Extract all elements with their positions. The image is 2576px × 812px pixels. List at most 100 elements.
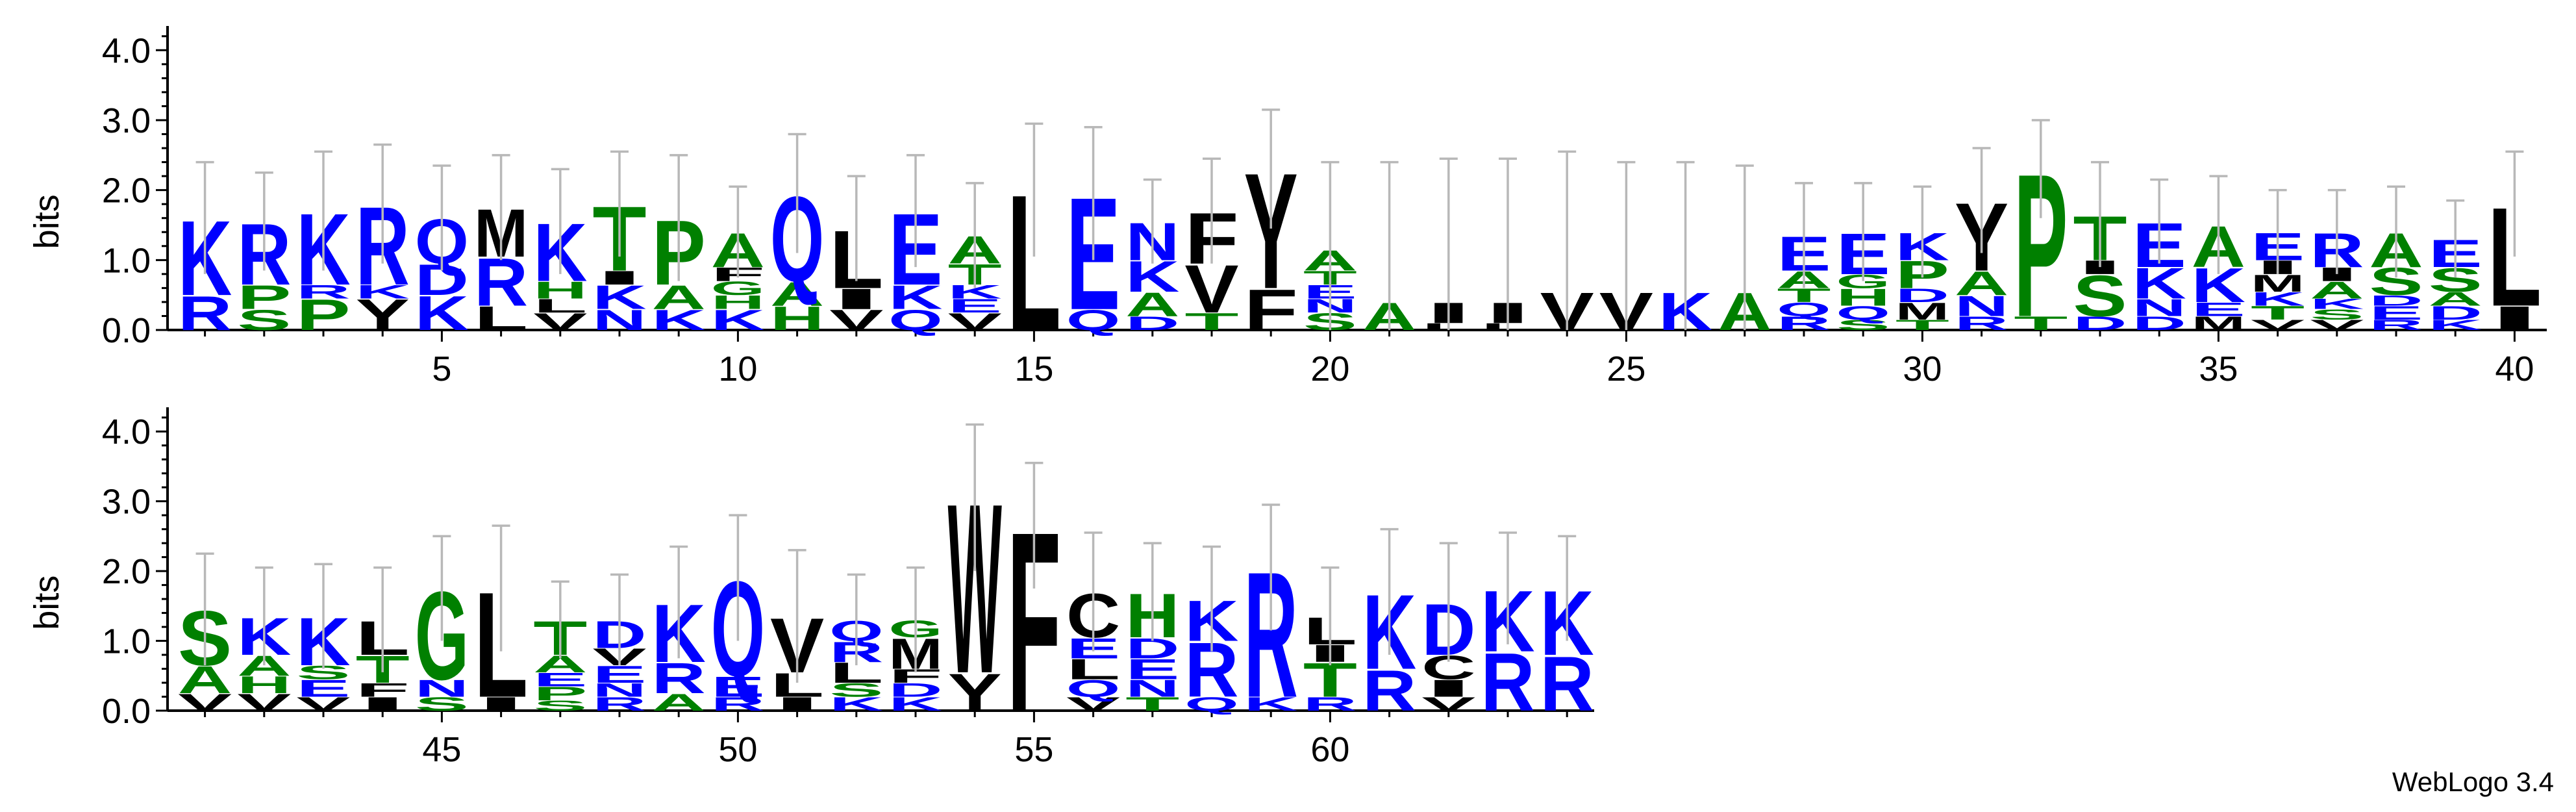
- logo-letter-K: K: [356, 281, 410, 303]
- logo-letter-R: R: [296, 281, 350, 303]
- y-tick-label: 3.0: [102, 483, 151, 522]
- logo-letter-R: R: [1777, 312, 1831, 334]
- logo-letter-T: T: [2251, 302, 2305, 324]
- logo-letter-V: V: [1066, 693, 1120, 715]
- logo-letter-A: A: [1125, 286, 1179, 324]
- logo-letter-E: E: [948, 295, 1002, 316]
- logo-letter-H: H: [711, 292, 765, 313]
- x-tick-label: 5: [432, 349, 451, 388]
- logo-letter-S: S: [415, 693, 469, 715]
- logo-letter-S: S: [237, 304, 291, 336]
- logo-letter-N: N: [592, 679, 646, 701]
- logo-letter-K: K: [2251, 288, 2305, 310]
- logo-letter-A: A: [652, 689, 706, 716]
- logo-letter-M: M: [2192, 312, 2245, 334]
- x-tick-label: 20: [1310, 349, 1349, 388]
- y-tick-label: 4.0: [102, 412, 151, 451]
- logo-letter-H: H: [237, 671, 291, 698]
- logo-letter-R: R: [1540, 641, 1594, 728]
- logo-letter-K: K: [711, 304, 765, 336]
- logo-letter-A: A: [652, 279, 706, 316]
- logo-letter-E: E: [533, 669, 587, 691]
- logo-letter-A: A: [1955, 265, 2008, 303]
- x-tick-label: 30: [1903, 349, 1942, 388]
- logo-letter-L: L: [1066, 653, 1120, 685]
- logo-letter-Q: Q: [1066, 675, 1120, 702]
- x-tick-label: 25: [1607, 349, 1645, 388]
- logo-letter-S: S: [1836, 317, 1890, 333]
- logo-letter-T: T: [2014, 312, 2068, 334]
- logo-letter-A: A: [2310, 277, 2364, 304]
- logo-letter-M: M: [2251, 270, 2305, 297]
- logo-letter-K: K: [2132, 260, 2186, 309]
- logo-letter-P: P: [237, 279, 291, 316]
- logo-letter-R: R: [592, 693, 646, 715]
- y-tick-label: 1.0: [102, 241, 151, 280]
- x-tick-label: 45: [422, 730, 461, 769]
- logo-letter-V: V: [178, 689, 232, 716]
- logo-letter-N: N: [2132, 294, 2186, 322]
- logo-letter-L: L: [533, 295, 587, 316]
- logo-letter-R: R: [711, 693, 765, 715]
- logo-letter-E: E: [296, 675, 350, 702]
- logo-letter-I: I: [770, 693, 824, 715]
- logo-letter-I: I: [592, 267, 646, 288]
- logo-letter-A: A: [2429, 288, 2482, 310]
- logo-letter-K: K: [829, 693, 883, 715]
- logo-letter-N: N: [1125, 675, 1179, 702]
- logo-letter-I: I: [356, 693, 410, 715]
- logo-letter-R: R: [1481, 637, 1534, 728]
- logo-letter-K: K: [592, 279, 646, 316]
- logo-letter-D: D: [888, 679, 942, 701]
- logo-letter-V: V: [1421, 693, 1475, 715]
- y-axis-label: bits: [27, 576, 66, 630]
- logo-letter-D: D: [1895, 285, 1949, 306]
- x-tick-label: 50: [718, 730, 757, 769]
- weblogo-credit: WebLogo 3.4: [2392, 767, 2554, 797]
- logo-letter-I: I: [2488, 299, 2542, 337]
- logo-letter-R: R: [1362, 659, 1416, 724]
- logo-letter-S: S: [533, 698, 587, 714]
- logo-letter-V: V: [533, 308, 587, 335]
- logo-letter-T: T: [1777, 285, 1831, 306]
- logo-letter-L: L: [474, 299, 528, 337]
- y-tick-label: 4.0: [102, 31, 151, 70]
- logo-letter-N: N: [592, 304, 646, 336]
- x-tick-label: 60: [1310, 730, 1349, 769]
- logo-letter-V: V: [296, 693, 350, 715]
- logo-letter-K: K: [1244, 693, 1298, 715]
- y-tick-label: 2.0: [102, 552, 151, 591]
- logo-letter-I: I: [829, 283, 883, 315]
- logo-letter-Q: Q: [1066, 304, 1120, 336]
- logo-letter-D: D: [2429, 302, 2482, 324]
- logo-letter-E: E: [711, 670, 765, 703]
- logo-letter-R: R: [178, 286, 232, 340]
- x-tick-label: 15: [1014, 349, 1053, 388]
- logo-letter-Q: Q: [1777, 299, 1831, 320]
- logo-letter-P: P: [296, 291, 350, 340]
- logo-letter-V: V: [948, 308, 1002, 335]
- logo-letter-K: K: [652, 304, 706, 336]
- logo-letter-E: E: [592, 661, 646, 688]
- logo-letter-K: K: [888, 279, 942, 316]
- logo-letter-R: R: [2369, 317, 2423, 333]
- logo-letter-I: I: [474, 693, 528, 715]
- logo-letter-H: H: [770, 299, 824, 337]
- logo-letter-K: K: [2429, 317, 2482, 333]
- logo-letter-E: E: [1125, 653, 1179, 685]
- logo-letter-V: V: [2310, 317, 2364, 333]
- logo-letter-V: V: [829, 304, 883, 336]
- logo-letter-V: V: [2251, 317, 2305, 333]
- logo-letter-E: E: [2369, 302, 2423, 324]
- logo-letter-N: N: [415, 675, 469, 702]
- logo-letter-R: R: [1303, 693, 1357, 715]
- logo-letter-V: V: [237, 689, 291, 716]
- y-tick-label: 3.0: [102, 101, 151, 140]
- x-tick-label: 55: [1014, 730, 1053, 769]
- logo-letter-A: A: [770, 275, 824, 313]
- logo-letter-K: K: [415, 286, 469, 340]
- x-tick-label: 40: [2495, 349, 2534, 388]
